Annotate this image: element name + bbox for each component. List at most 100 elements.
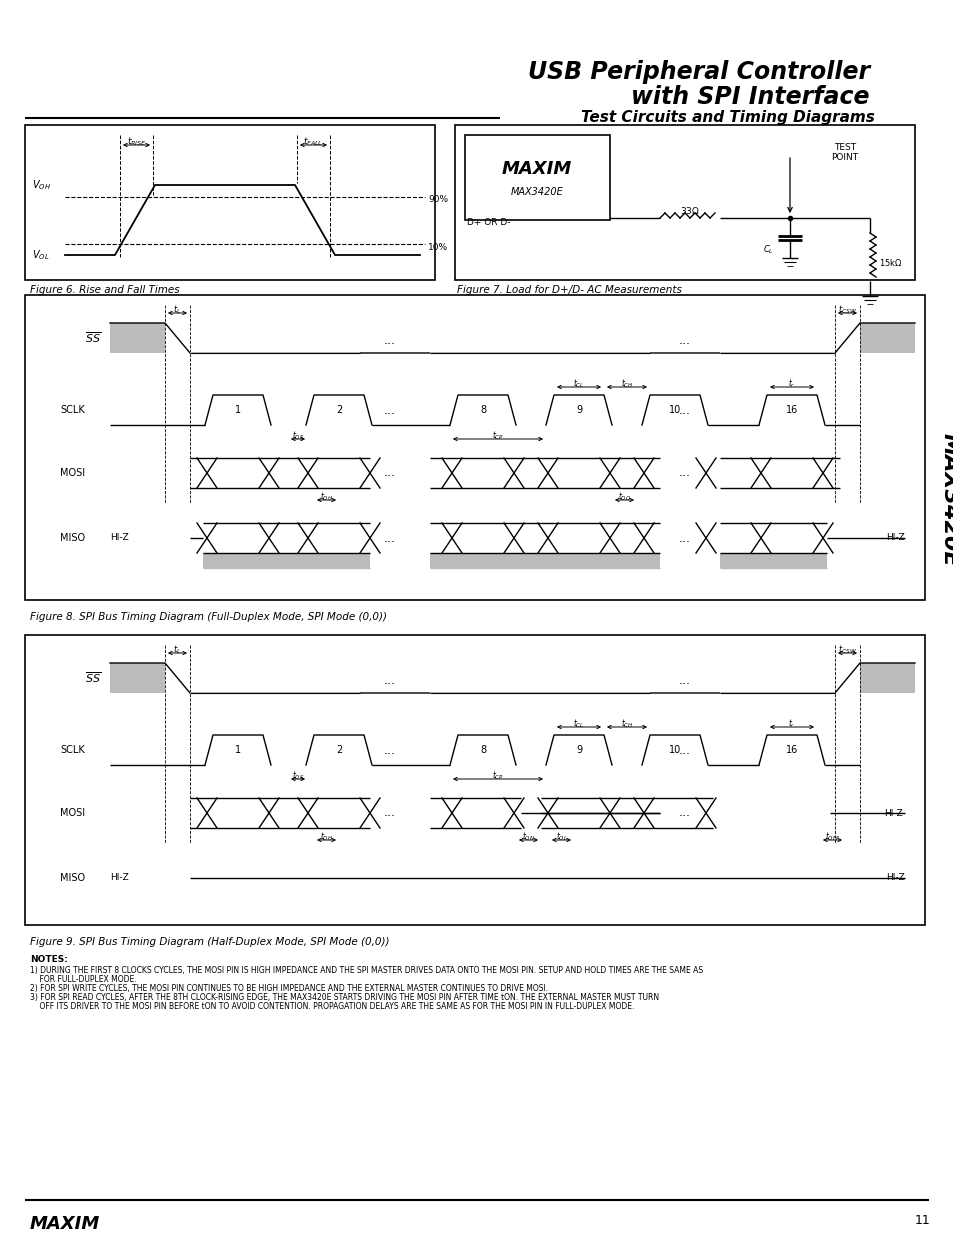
Text: $t_{CH}$: $t_{CH}$	[620, 718, 633, 730]
Text: ...: ...	[384, 404, 395, 416]
Text: ...: ...	[679, 743, 690, 757]
Text: 11: 11	[913, 1214, 929, 1228]
Bar	[110, 324, 165, 353]
Bar	[25, 295, 924, 600]
Bar	[430, 553, 659, 568]
Text: D+ OR D-: D+ OR D-	[467, 219, 510, 227]
Bar	[25, 125, 435, 280]
Text: with SPI Interface: with SPI Interface	[631, 85, 869, 109]
Text: $t_{CP}$: $t_{CP}$	[492, 769, 503, 782]
Text: 1) DURING THE FIRST 8 CLOCKS CYCLES, THE MOSI PIN IS HIGH IMPEDANCE AND THE SPI : 1) DURING THE FIRST 8 CLOCKS CYCLES, THE…	[30, 966, 702, 974]
Text: $t_{FALL}$: $t_{FALL}$	[303, 136, 323, 148]
Text: 16: 16	[785, 405, 798, 415]
Text: $t_{CSW}$: $t_{CSW}$	[837, 643, 856, 656]
Text: POINT: POINT	[831, 153, 858, 162]
Text: MISO: MISO	[60, 534, 85, 543]
Text: 10: 10	[668, 745, 680, 755]
Text: ...: ...	[384, 743, 395, 757]
Bar	[720, 553, 826, 568]
Text: Figure 9. SPI Bus Timing Diagram (Half-Duplex Mode, SPI Mode (0,0)): Figure 9. SPI Bus Timing Diagram (Half-D…	[30, 937, 389, 947]
Text: MAX3420E: MAX3420E	[510, 186, 563, 198]
Text: $V_{OL}$: $V_{OL}$	[32, 248, 50, 262]
Bar	[110, 663, 165, 693]
Text: HI-Z: HI-Z	[885, 873, 904, 883]
Text: $t_{ON}$: $t_{ON}$	[521, 830, 535, 844]
Text: Test Circuits and Timing Diagrams: Test Circuits and Timing Diagrams	[580, 110, 874, 125]
Text: $t_{CL}$: $t_{CL}$	[573, 718, 584, 730]
Text: ...: ...	[679, 531, 690, 545]
Text: 2) FOR SPI WRITE CYCLES, THE MOSI PIN CONTINUES TO BE HIGH IMPEDANCE AND THE EXT: 2) FOR SPI WRITE CYCLES, THE MOSI PIN CO…	[30, 984, 548, 993]
Text: ...: ...	[679, 335, 690, 347]
Text: ...: ...	[384, 467, 395, 479]
Text: ...: ...	[679, 467, 690, 479]
Text: ...: ...	[384, 335, 395, 347]
Text: 2: 2	[335, 405, 342, 415]
Text: $t_{CH}$: $t_{CH}$	[620, 378, 633, 390]
Text: 16: 16	[785, 745, 798, 755]
Text: 1: 1	[234, 405, 241, 415]
Text: $t_{DH}$: $t_{DH}$	[319, 490, 333, 503]
Text: 15k$\Omega$: 15k$\Omega$	[878, 258, 902, 268]
Text: 8: 8	[479, 405, 485, 415]
Text: 1: 1	[234, 745, 241, 755]
Text: $t_{OL}$: $t_{OL}$	[555, 830, 567, 844]
Text: Figure 7. Load for D+/D- AC Measurements: Figure 7. Load for D+/D- AC Measurements	[456, 285, 681, 295]
Text: NOTES:: NOTES:	[30, 955, 68, 965]
Text: ...: ...	[679, 404, 690, 416]
Text: HI-Z: HI-Z	[885, 534, 904, 542]
Text: FOR FULL-DUPLEX MODE.: FOR FULL-DUPLEX MODE.	[30, 974, 136, 984]
Text: $t_r$: $t_r$	[787, 718, 795, 730]
Text: ...: ...	[384, 806, 395, 820]
Text: $\overline{SS}$: $\overline{SS}$	[85, 671, 101, 685]
Bar	[859, 324, 914, 353]
Bar	[455, 125, 914, 280]
Text: $t_{DS}$: $t_{DS}$	[292, 769, 304, 782]
Text: MOSI: MOSI	[60, 468, 85, 478]
Text: $t_L$: $t_L$	[173, 304, 181, 316]
Text: $t_{CSW}$: $t_{CSW}$	[837, 304, 856, 316]
Text: $t_{CL}$: $t_{CL}$	[573, 378, 584, 390]
Text: $t_r$: $t_r$	[787, 378, 795, 390]
Text: SCLK: SCLK	[60, 745, 85, 755]
Text: Figure 8. SPI Bus Timing Diagram (Full-Duplex Mode, SPI Mode (0,0)): Figure 8. SPI Bus Timing Diagram (Full-D…	[30, 613, 387, 622]
Text: $t_{CP}$: $t_{CP}$	[492, 430, 503, 442]
Text: TEST: TEST	[833, 143, 855, 152]
Text: 9: 9	[576, 745, 581, 755]
Text: 10%: 10%	[428, 242, 448, 252]
Bar	[859, 663, 914, 693]
Text: 8: 8	[479, 745, 485, 755]
Text: HI-Z: HI-Z	[883, 809, 902, 818]
Text: MOSI: MOSI	[60, 808, 85, 818]
Text: USB Peripheral Controller: USB Peripheral Controller	[527, 61, 869, 84]
Text: $t_{DO}$: $t_{DO}$	[618, 490, 630, 503]
Text: MAX3420E: MAX3420E	[939, 433, 953, 567]
Text: MAXIM: MAXIM	[501, 161, 572, 178]
Text: 3) FOR SPI READ CYCLES, AFTER THE 8TH CLOCK-RISING EDGE, THE MAX3420E STARTS DRI: 3) FOR SPI READ CYCLES, AFTER THE 8TH CL…	[30, 993, 659, 1002]
Text: 90%: 90%	[428, 195, 448, 205]
Text: ...: ...	[384, 531, 395, 545]
Text: 10: 10	[668, 405, 680, 415]
Text: $C_L$: $C_L$	[762, 243, 773, 256]
Text: $t_{DH}$: $t_{DH}$	[319, 830, 333, 844]
Text: MISO: MISO	[60, 873, 85, 883]
Text: $t_{OFF}$: $t_{OFF}$	[824, 830, 840, 844]
Text: $t_{DS}$: $t_{DS}$	[292, 430, 304, 442]
Text: $t_{RISE}$: $t_{RISE}$	[127, 136, 146, 148]
Text: ...: ...	[384, 674, 395, 688]
Text: $V_{OH}$: $V_{OH}$	[32, 178, 51, 191]
Text: $t_L$: $t_L$	[173, 643, 181, 656]
Bar	[464, 135, 609, 220]
Bar	[203, 553, 370, 568]
Text: ...: ...	[679, 806, 690, 820]
Text: HI-Z: HI-Z	[110, 873, 129, 883]
Text: HI-Z: HI-Z	[110, 534, 129, 542]
Text: $\overline{SS}$: $\overline{SS}$	[85, 331, 101, 346]
Text: MAXIM: MAXIM	[30, 1215, 100, 1233]
Text: SCLK: SCLK	[60, 405, 85, 415]
Text: 9: 9	[576, 405, 581, 415]
Text: 33$\Omega$: 33$\Omega$	[679, 205, 700, 216]
Bar	[25, 635, 924, 925]
Text: OFF ITS DRIVER TO THE MOSI PIN BEFORE tON TO AVOID CONTENTION. PROPAGATION DELAY: OFF ITS DRIVER TO THE MOSI PIN BEFORE tO…	[30, 1002, 634, 1011]
Text: 2: 2	[335, 745, 342, 755]
Text: Figure 6. Rise and Fall Times: Figure 6. Rise and Fall Times	[30, 285, 179, 295]
